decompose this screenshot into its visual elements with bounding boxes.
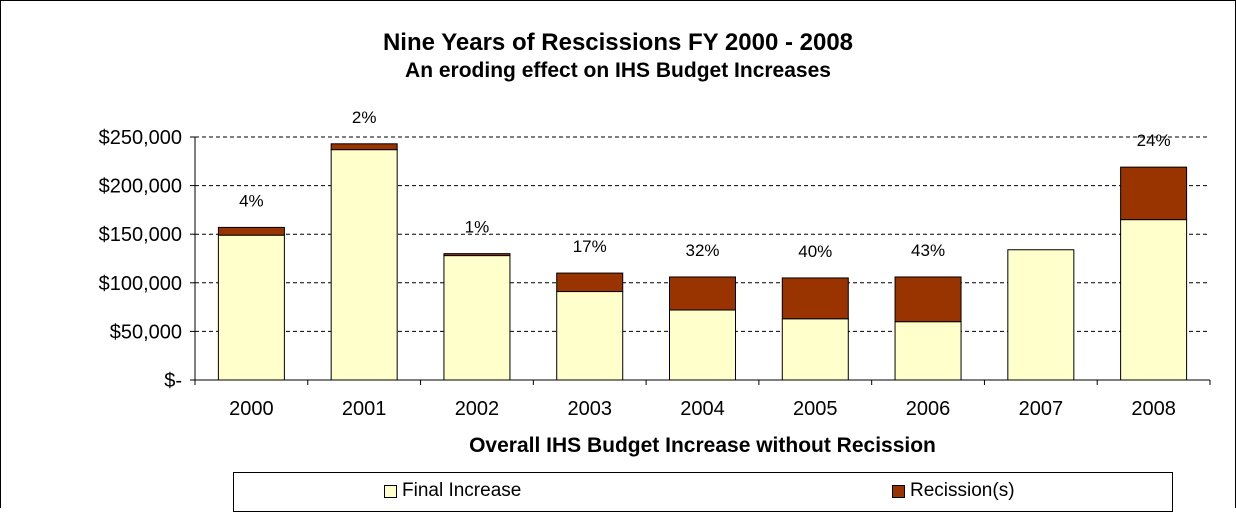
x-axis-title: Overall IHS Budget Increase without Reci…: [469, 434, 936, 457]
bar-recission-2004: [669, 276, 736, 311]
legend: Final Increase Recission(s): [233, 472, 1173, 512]
data-label: 24%: [1137, 131, 1171, 150]
bar-final-increase-2004: [669, 309, 736, 381]
x-tick-label: 2000: [229, 398, 274, 420]
bar-recission-2008: [1120, 166, 1188, 221]
chart-subtitle: An eroding effect on IHS Budget Increase…: [405, 59, 831, 82]
y-tick-label: $200,000: [99, 176, 182, 198]
bar-recission-2006: [894, 276, 962, 323]
bar-final-increase-2008: [1120, 219, 1188, 381]
bar-final-increase-2005: [781, 318, 849, 381]
legend-swatch-final-increase: [384, 484, 397, 498]
bar-recission-2002: [443, 253, 511, 257]
legend-swatch-recissions: [892, 484, 905, 498]
x-tick-label: 2001: [342, 398, 387, 420]
x-tick-label: 2008: [1131, 398, 1176, 420]
bar-final-increase-2006: [894, 321, 962, 381]
legend-label-final-increase: Final Increase: [402, 480, 522, 501]
data-label: 2%: [352, 108, 377, 127]
data-label: 43%: [911, 241, 945, 260]
data-label: 1%: [465, 218, 490, 237]
data-label: 40%: [798, 242, 832, 261]
y-tick-label: $100,000: [99, 273, 182, 295]
bar-recission-2001: [330, 143, 398, 151]
x-tick-label: 2007: [1019, 398, 1064, 420]
label-layer: 2000 4% 2001 2% 2002 1% 2003 17% 2004 32% 2005 40% 2…: [229, 108, 1176, 420]
bar-recission-2005: [781, 277, 849, 320]
data-label: 32%: [685, 241, 719, 260]
x-tick-label: 2005: [793, 398, 838, 420]
data-label: 17%: [573, 237, 607, 256]
x-tick-label: 2006: [906, 398, 951, 420]
legend-label-recissions: Recission(s): [910, 480, 1015, 501]
y-tick-label: $250,000: [99, 127, 182, 149]
bar-layer: [217, 143, 1188, 381]
bar-final-increase-2003: [556, 291, 624, 381]
legend-item-final-increase: Final Increase: [384, 480, 521, 502]
y-tick-label: $150,000: [99, 224, 182, 246]
legend-item-recissions: Recission(s): [892, 480, 1015, 502]
data-label: 4%: [239, 191, 264, 210]
x-tick-label: 2002: [455, 398, 500, 420]
y-tick-label: $-: [164, 370, 182, 392]
bar-recission-2000: [217, 226, 285, 236]
bar-recission-2003: [556, 272, 624, 293]
chart-title: Nine Years of Rescissions FY 2000 - 2008: [382, 29, 854, 56]
x-tick-label: 2003: [567, 398, 612, 420]
bar-final-increase-2007: [1007, 249, 1075, 381]
bar-final-increase-2001: [330, 149, 398, 381]
bar-final-increase-2002: [443, 255, 511, 381]
y-tick-label: $50,000: [110, 321, 182, 343]
x-tick-label: 2004: [680, 398, 725, 420]
bar-final-increase-2000: [217, 234, 285, 381]
